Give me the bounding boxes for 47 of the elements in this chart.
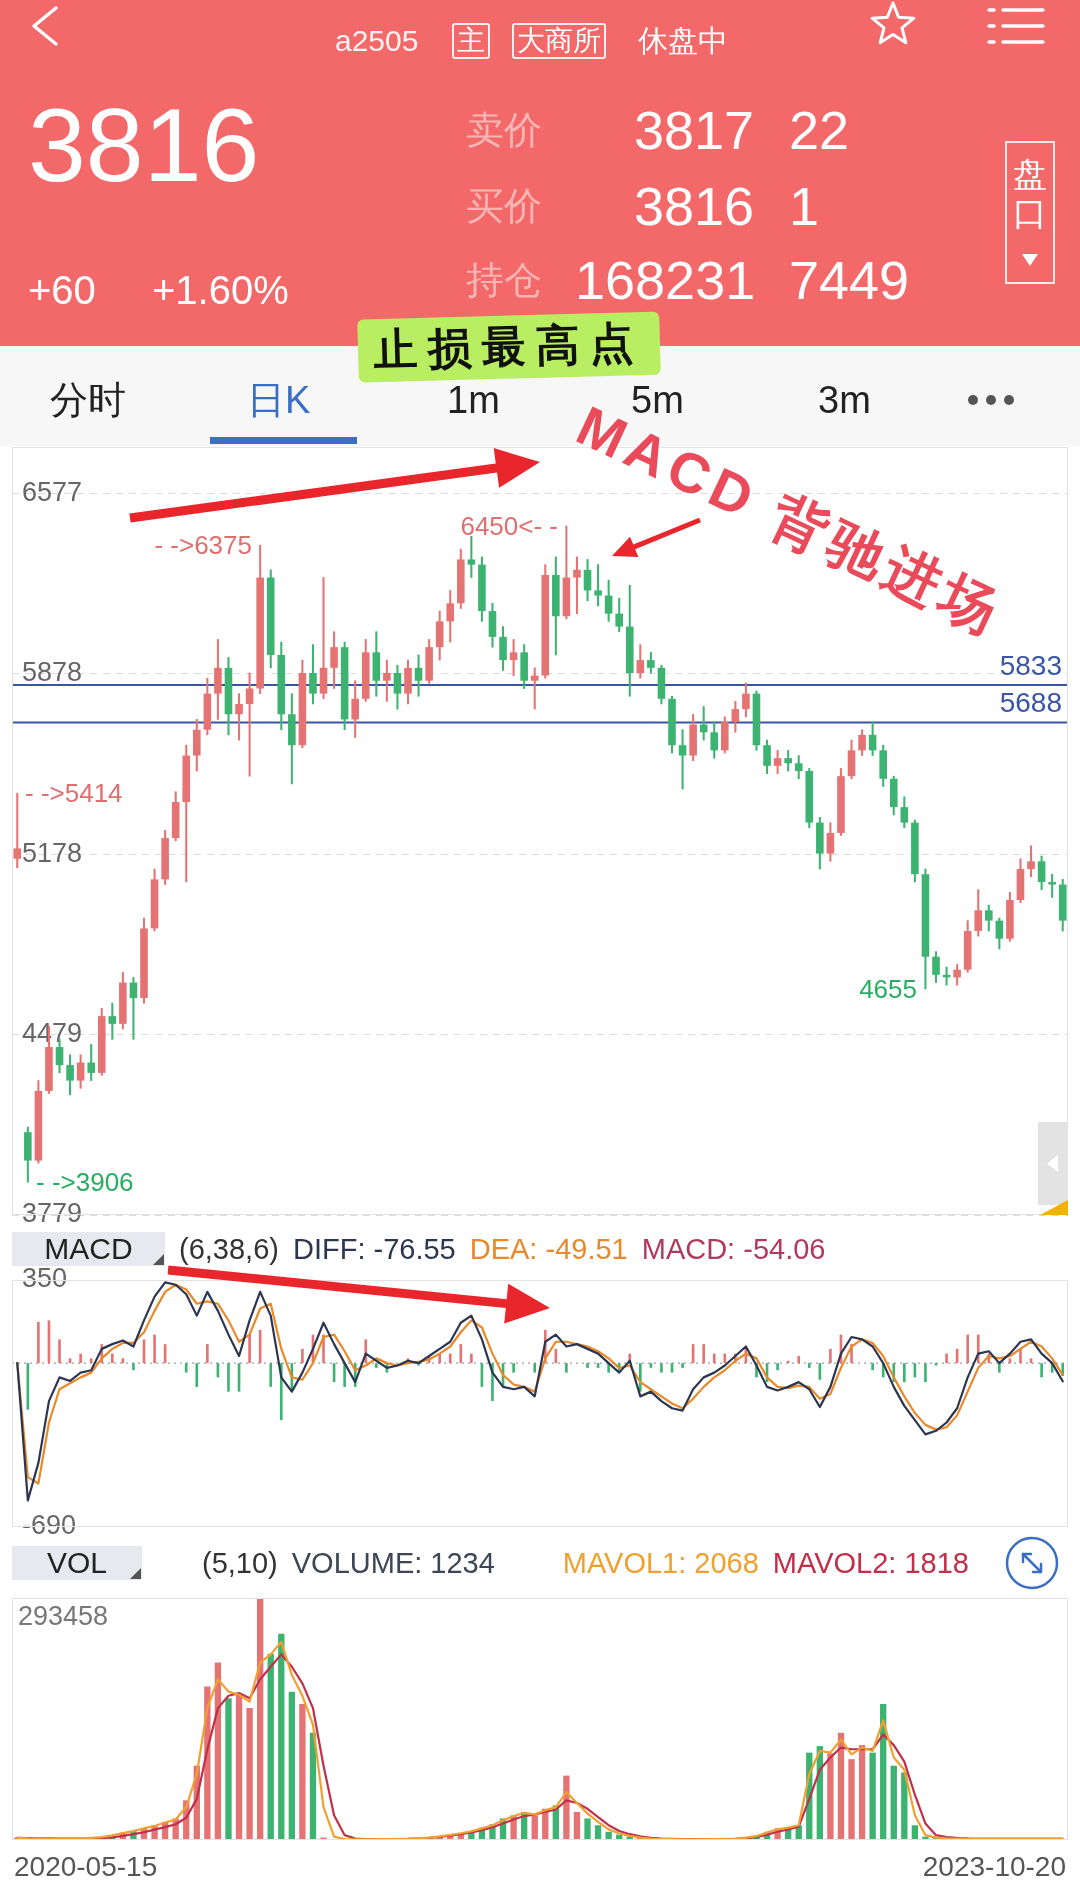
annotation: 6450<- -: [460, 511, 558, 541]
text: MAVOL1: 2068: [562, 1546, 759, 1579]
text: 3817: [634, 100, 755, 160]
chart-title: MACD: [44, 1232, 133, 1265]
text: 22: [789, 100, 850, 160]
text: VOLUME: 1234: [291, 1546, 495, 1579]
text: 3816: [634, 176, 755, 236]
chart-subtitle: (5,10): [202, 1546, 278, 1579]
text: 3816: [28, 87, 260, 203]
text: 168231: [575, 250, 756, 310]
text: +60: [28, 268, 96, 312]
text: 大商所: [512, 23, 606, 59]
text: 止损最高点: [373, 317, 645, 377]
text: MAVOL2: 1818: [772, 1546, 969, 1579]
y-tick-label: 5878: [22, 656, 83, 687]
annotation: - ->6375: [154, 530, 252, 560]
text: 7449: [789, 250, 910, 310]
text: 2023-10-20: [922, 1851, 1066, 1882]
text: 买价: [466, 185, 542, 227]
chart-subtitle: (6,38,6): [179, 1232, 279, 1265]
text: 分时: [50, 379, 126, 421]
annotation: 4655: [859, 974, 917, 1004]
ref-line-label: 5833: [999, 649, 1062, 681]
text: 1m: [447, 379, 500, 421]
text: 盘口: [1013, 155, 1047, 234]
text: 休盘中: [638, 24, 728, 57]
text: +1.60%: [152, 268, 289, 312]
y-tick-label: 3779: [22, 1198, 83, 1229]
ref-line-label: 5688: [999, 687, 1062, 719]
annotation: 293458: [18, 1601, 109, 1631]
text: 日K: [247, 379, 311, 421]
text: 主: [452, 23, 490, 59]
text: a2505: [335, 24, 419, 57]
y-tick-label: 6577: [22, 476, 83, 507]
y-tick-label: 5178: [22, 837, 83, 868]
text: 1: [789, 176, 820, 236]
y-tick-label: 350: [22, 1263, 68, 1294]
annotation: - ->3906: [36, 1167, 134, 1197]
annotation: - ->5414: [25, 778, 123, 808]
text: 卖价: [466, 109, 542, 151]
series-label: DIFF: -76.55: [292, 1232, 456, 1265]
text: 2020-05-15: [14, 1851, 158, 1882]
text: MACD: -54.06: [641, 1232, 826, 1265]
text: 3m: [818, 379, 871, 421]
chart-title: VOL: [46, 1546, 108, 1579]
text: 持仓: [466, 259, 542, 301]
series-label: DEA: -49.51: [469, 1232, 628, 1265]
